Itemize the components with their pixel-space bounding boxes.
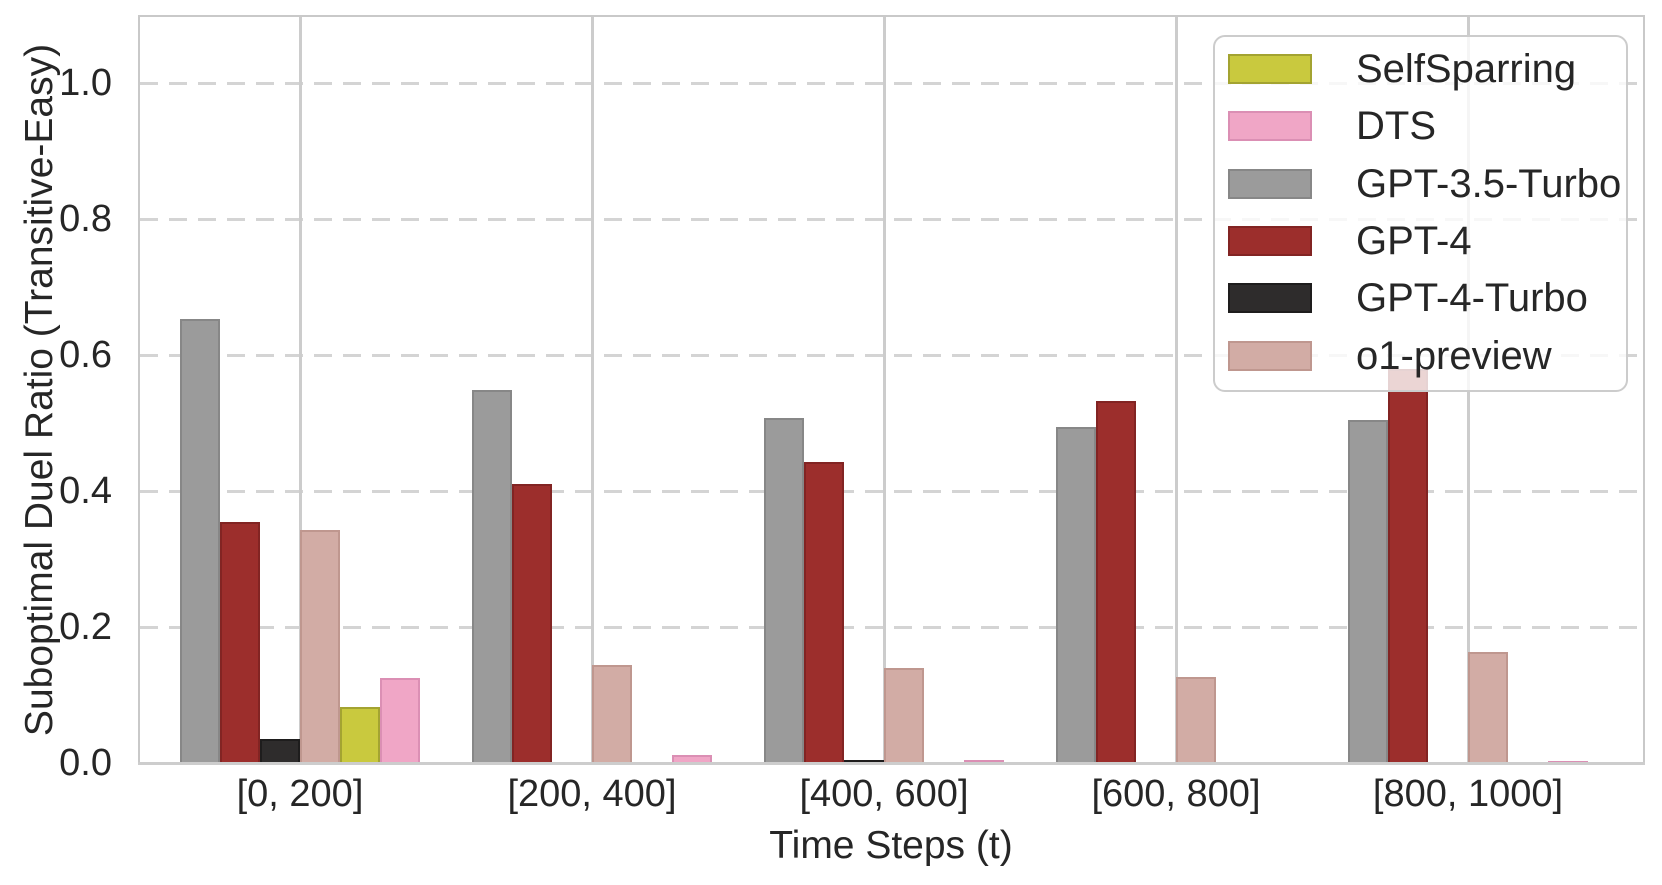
bar-o1-preview-group-3 [1176,677,1216,763]
legend-swatch-icon-dts [1228,111,1312,142]
gridline-y-0.4 [140,490,1643,493]
y-tick-label: 0.6 [59,334,112,376]
legend-label-gpt-4-turbo: GPT-4-Turbo [1356,276,1588,321]
legend: SelfSparring DTS GPT-3.5-Turbo GPT-4 GPT-4-T… [1213,35,1628,392]
x-tick-label-0: [0, 200] [236,773,364,815]
bar-gpt-4-group-1 [512,483,552,763]
bar-gpt-3-5-turbo-group-0 [180,318,220,763]
legend-swatch-icon-gpt-3-5-turbo [1228,168,1312,199]
bar-o1-preview-group-2 [884,668,924,763]
bar-dts-group-0 [380,678,420,763]
legend-label-gpt-3-5-turbo: GPT-3.5-Turbo [1356,161,1622,206]
legend-label-dts: DTS [1356,104,1436,149]
x-tick-label-3: [600, 800] [1091,773,1261,815]
bar-gpt-3-5-turbo-group-1 [472,390,512,763]
gridline-x-1 [591,17,594,763]
gridline-y-0.8 [140,218,1643,221]
legend-label-o1-preview: o1-preview [1356,333,1552,378]
y-tick-label: 0.4 [59,470,112,512]
y-tick-label: 0.2 [59,606,112,648]
x-axis-line [138,762,1645,765]
bar-o1-preview-group-1 [592,665,632,763]
bar-gpt-4-turbo-group-2 [844,759,884,763]
gridline-y-0.2 [140,626,1643,629]
bar-selfsparring-group-0 [340,707,380,763]
bar-gpt-3-5-turbo-group-4 [1348,420,1388,763]
bar-o1-preview-group-0 [300,529,340,763]
legend-swatch-icon-selfsparring [1228,54,1312,84]
x-axis-label: Time Steps (t) [769,824,1013,867]
y-axis: 0.0 0.2 0.4 0.6 0.8 1.0 [0,0,126,885]
gridline-y-1.0 [140,82,1643,85]
legend-swatch-icon-gpt-4-turbo [1228,283,1312,314]
legend-item-o1-preview: o1-preview [1228,336,1613,376]
bar-dts-group-2 [964,760,1004,763]
x-tick-label-2: [400, 600] [799,773,969,815]
x-tick-label-4: [800, 1000] [1372,773,1564,815]
y-tick-label: 0.0 [59,742,112,784]
legend-swatch-icon-o1-preview [1228,340,1312,371]
bar-gpt-3-5-turbo-group-2 [764,418,804,763]
bar-gpt-4-turbo-group-0 [260,739,300,763]
gridline-x-2 [883,17,886,763]
bar-gpt-4-group-0 [220,521,260,763]
bar-dts-group-1 [672,754,712,763]
x-tick-label-1: [200, 400] [507,773,677,815]
y-tick-label: 1.0 [59,62,112,104]
plot-inner [140,17,1643,763]
bar-gpt-4-group-2 [804,461,844,763]
legend-label-selfsparring: SelfSparring [1356,47,1577,91]
bar-gpt-4-group-4 [1388,368,1428,763]
legend-item-dts: DTS [1228,106,1613,146]
y-tick-label: 0.8 [59,198,112,240]
legend-item-gpt-3-5-turbo: GPT-3.5-Turbo [1228,164,1621,204]
legend-item-gpt-4: GPT-4 [1228,221,1613,261]
bar-gpt-3-5-turbo-group-3 [1056,427,1096,763]
bar-dts-group-4 [1548,760,1588,763]
legend-label-gpt-4: GPT-4 [1356,218,1472,263]
gridline-y-0.6 [140,354,1643,357]
bar-o1-preview-group-4 [1468,652,1508,763]
legend-item-selfsparring: SelfSparring [1228,49,1613,89]
bar-gpt-4-group-3 [1096,400,1136,763]
gridline-x-0 [299,17,302,763]
legend-swatch-icon-gpt-4 [1228,225,1312,256]
gridline-x-3 [1175,17,1178,763]
legend-item-gpt-4-turbo: GPT-4-Turbo [1228,278,1613,318]
